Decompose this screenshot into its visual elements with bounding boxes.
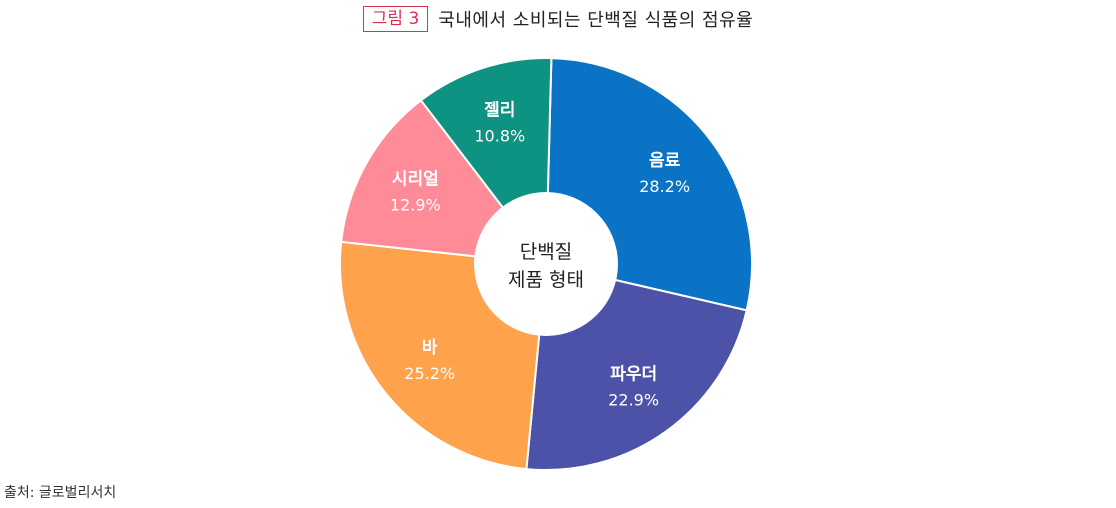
slice-labels-group: 음료 28.2% 파우더 22.9% 바 25.2% 시리얼 12.9% 젤리 10.8% [390, 100, 690, 409]
slice-3-category-label: 바 [422, 338, 438, 358]
figure-number-badge: 그림 3 [362, 6, 429, 32]
slice-1-value-label: 28.2% [639, 177, 690, 196]
center-label-line-2: 제품 형태 [508, 269, 584, 291]
slice-1-category-label: 음료 [649, 151, 681, 171]
center-label-line-1: 단백질 [520, 241, 572, 263]
figure-title-row: 그림 3 국내에서 소비되는 단백질 식품의 점유율 [0, 6, 1116, 32]
slice-2-value-label: 22.9% [608, 391, 659, 410]
slice-4-category-label: 시리얼 [392, 169, 439, 189]
source-note: 출처: 글로벌리서치 [4, 485, 117, 501]
slice-2-category-label: 파우더 [610, 365, 657, 385]
center-hole [474, 192, 618, 336]
slice-5-category-label: 젤리 [484, 100, 515, 120]
figure-title: 국내에서 소비되는 단백질 식품의 점유율 [438, 10, 754, 31]
slice-3-value-label: 25.2% [404, 364, 455, 383]
slice-4-value-label: 12.9% [390, 195, 441, 214]
slice-5-value-label: 10.8% [474, 126, 525, 145]
